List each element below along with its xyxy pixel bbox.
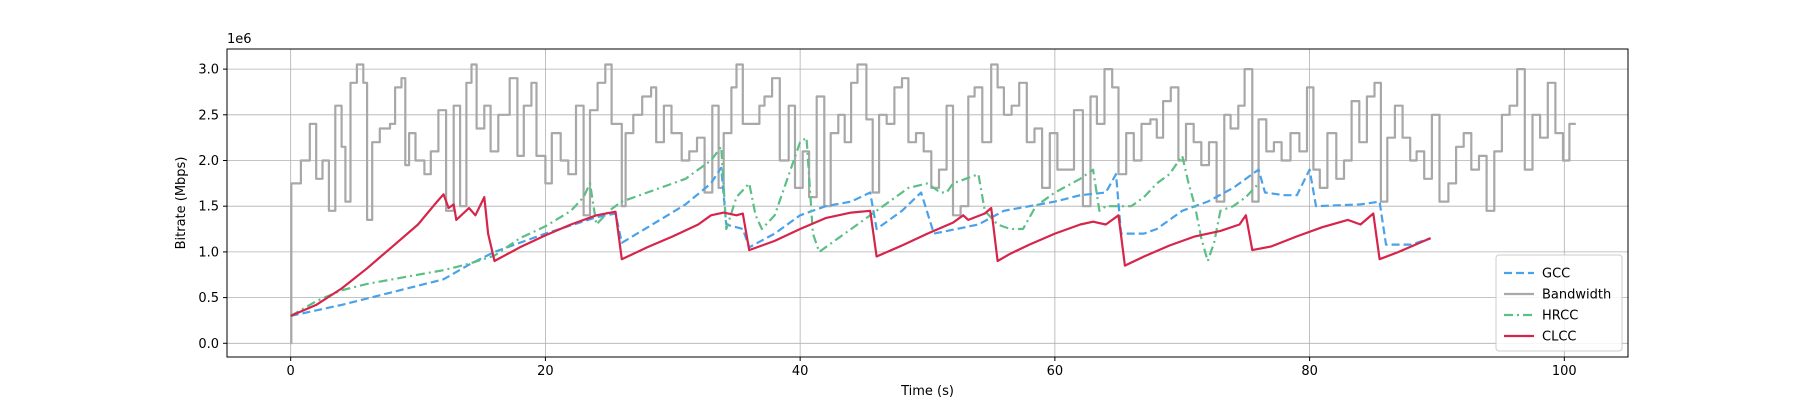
x-tick-label: 80 [1301, 364, 1318, 379]
y-tick-label: 2.5 [198, 108, 219, 123]
legend-box [1495, 254, 1623, 352]
legend-label-clcc: CLCC [1542, 330, 1576, 345]
y-grid-lines [227, 68, 1628, 344]
plot-frame [226, 48, 1629, 358]
series-line-clcc [290, 193, 1432, 317]
x-ticks: 0 20 40 60 80 100 [287, 357, 1577, 379]
legend-label-hrcc: HRCC [1542, 309, 1578, 324]
x-tick-label: 60 [1047, 364, 1064, 379]
legend-label-bandwidth: Bandwidth [1542, 288, 1611, 303]
series-line-bandwidth [290, 63, 1576, 345]
y-tick-label: 3.0 [198, 63, 219, 78]
y-tick-label: 0.5 [198, 291, 219, 306]
x-tick-label: 40 [792, 364, 809, 379]
y-ticks: 0.0 0.5 1.0 1.5 2.0 2.5 3.0 [198, 63, 227, 352]
y-axis-label: Bitrate (Mbps) [174, 157, 189, 250]
series-lines [290, 63, 1576, 345]
x-tick-label: 20 [537, 364, 554, 379]
y-tick-label: 1.0 [198, 245, 219, 260]
legend-label-gcc: GCC [1542, 267, 1570, 282]
x-axis-label: Time (s) [900, 384, 954, 399]
y-tick-label: 2.0 [198, 154, 219, 169]
x-tick-label: 100 [1552, 364, 1577, 379]
y-tick-label: 1.5 [198, 200, 219, 215]
y-tick-label: 0.0 [198, 337, 219, 352]
x-tick-label: 0 [287, 364, 295, 379]
y-offset-label: 1e6 [227, 32, 252, 47]
series-line-hrcc [290, 136, 1260, 317]
legend: GCC Bandwidth HRCC CLCC [1495, 254, 1623, 352]
